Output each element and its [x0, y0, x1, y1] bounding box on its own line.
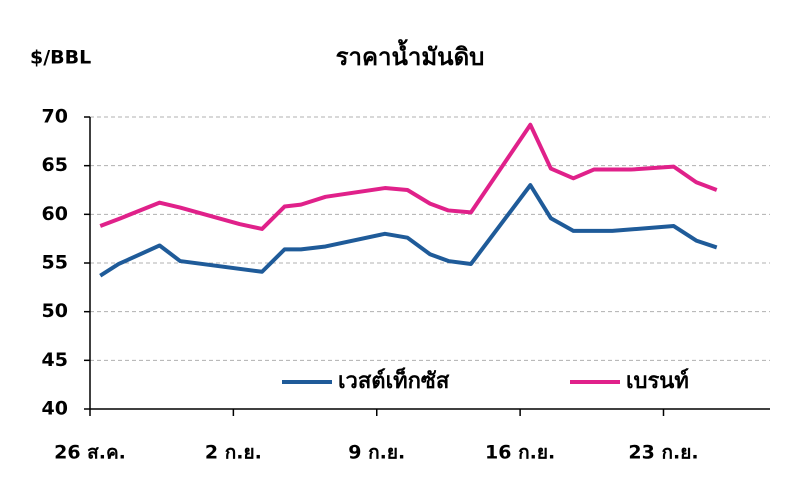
- y-tick-label: 55: [42, 252, 68, 274]
- y-tick-label: 45: [42, 349, 68, 371]
- y-tick-label: 65: [42, 154, 68, 176]
- y-tick-label: 70: [42, 106, 68, 128]
- legend-label: เบรนท์: [626, 368, 689, 394]
- x-tick-label: 16 ก.ย.: [485, 442, 555, 464]
- series-line: [99, 183, 718, 278]
- chart-title: ราคาน้ำมันดิบ: [336, 38, 485, 71]
- x-tick-label: 26 ส.ค.: [54, 442, 126, 464]
- x-tick-label: 9 ก.ย.: [348, 442, 405, 464]
- y-axis-label: $/BBL: [30, 47, 91, 69]
- series-line: [99, 122, 718, 231]
- y-tick-label: 60: [42, 203, 68, 225]
- x-tick-label: 2 ก.ย.: [205, 442, 262, 464]
- y-tick-label: 50: [42, 300, 68, 322]
- x-tick-label: 23 ก.ย.: [628, 442, 698, 464]
- legend-label: เวสต์เท็กซัส: [338, 366, 450, 394]
- y-tick-label: 40: [42, 398, 68, 420]
